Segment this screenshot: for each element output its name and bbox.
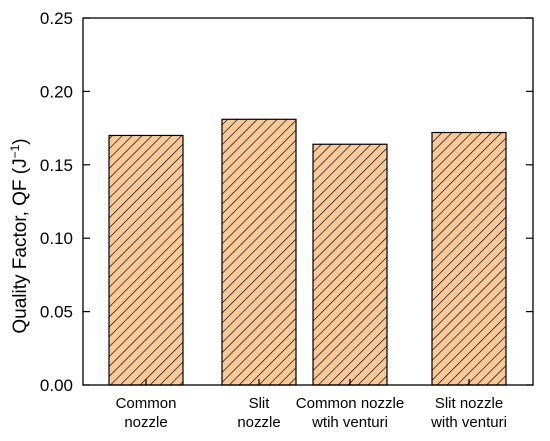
y-axis-title-close: ) bbox=[10, 138, 31, 144]
y-ticks-group: 0.00 0.05 0.10 0.15 0.20 0.25 bbox=[40, 9, 533, 395]
y-tick-label: 0.25 bbox=[40, 9, 73, 28]
y-tick-label: 0.05 bbox=[40, 303, 73, 322]
y-axis-title-main: Quality Factor, QF (J bbox=[10, 158, 31, 333]
bar bbox=[108, 134, 184, 386]
x-category-label: Slit bbox=[249, 395, 271, 412]
bars-group bbox=[108, 118, 507, 386]
y-tick-label: 0.00 bbox=[40, 376, 73, 395]
x-category-label: Common nozzle bbox=[296, 395, 404, 412]
x-category-label: nozzle bbox=[237, 414, 280, 431]
x-category-labels-group: Common nozzle Slit nozzle Common nozzle wtih … bbox=[116, 379, 507, 431]
y-axis-title-group: Quality Factor, QF (J−1) bbox=[8, 138, 31, 333]
y-tick-label: 0.15 bbox=[40, 156, 73, 175]
y-axis-title: Quality Factor, QF (J−1) bbox=[8, 138, 31, 333]
x-category-label: nozzle bbox=[124, 414, 167, 431]
bar bbox=[221, 118, 297, 386]
x-category-label: with venturi bbox=[430, 414, 507, 431]
plot-area-frame bbox=[82, 17, 534, 386]
bar bbox=[431, 131, 507, 386]
y-axis-title-sup: −1 bbox=[8, 144, 22, 158]
x-category-label: Slit nozzle bbox=[435, 395, 503, 412]
y-tick-label: 0.10 bbox=[40, 229, 73, 248]
x-category-label: wtih venturi bbox=[311, 414, 388, 431]
bar bbox=[312, 143, 388, 386]
y-tick-label: 0.20 bbox=[40, 82, 73, 101]
x-category-label: Common bbox=[116, 395, 177, 412]
